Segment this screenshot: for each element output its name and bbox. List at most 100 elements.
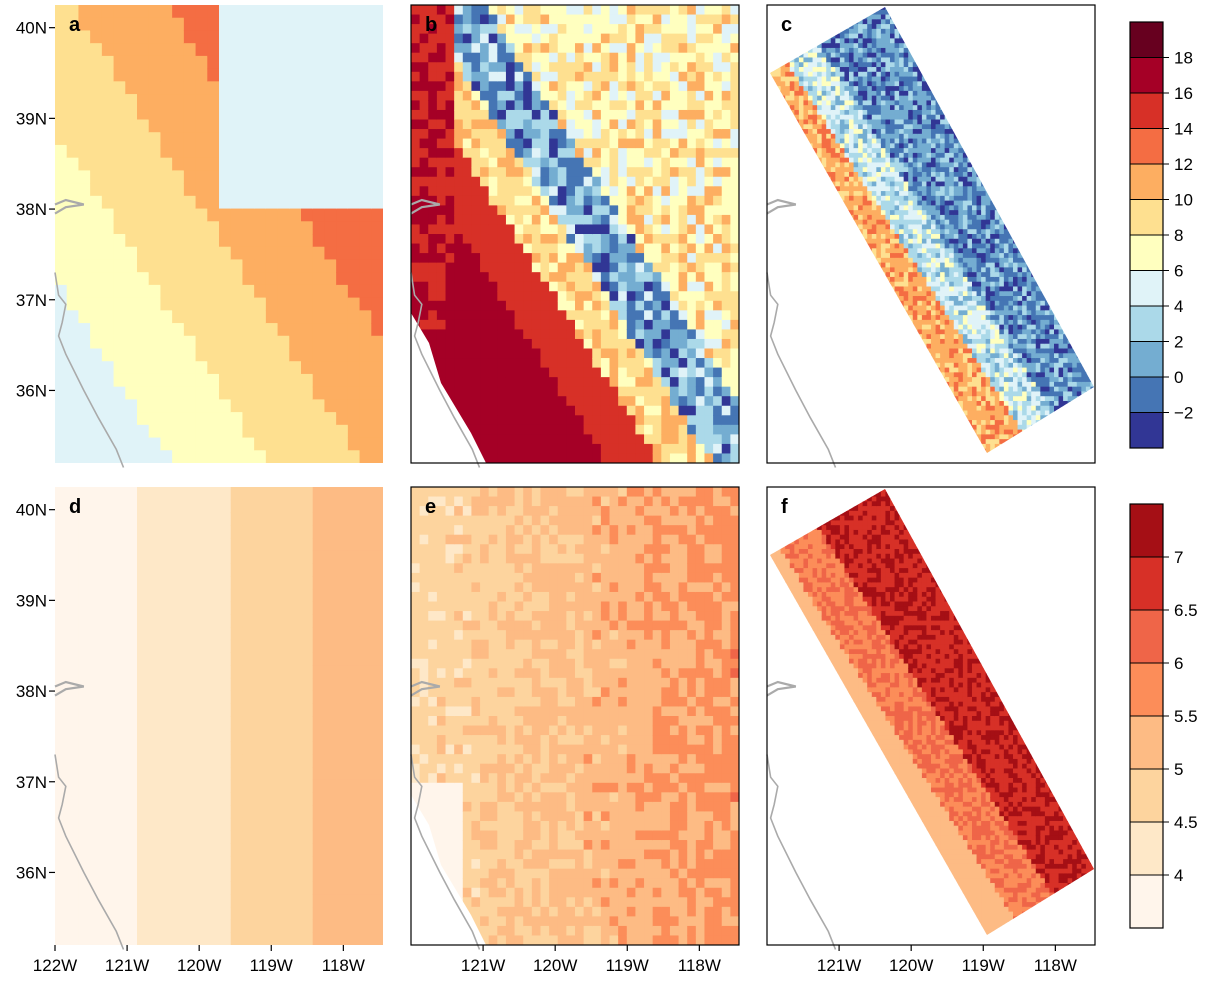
heatmap-cell bbox=[359, 386, 372, 400]
heatmap-cell bbox=[183, 5, 197, 19]
heatmap-cell bbox=[557, 234, 567, 245]
heatmap-cell bbox=[411, 272, 421, 283]
heatmap-cell bbox=[812, 43, 818, 49]
heatmap-cell bbox=[844, 291, 850, 297]
heatmap-cell bbox=[583, 148, 593, 159]
heatmap-cell bbox=[789, 57, 795, 63]
heatmap-cell bbox=[776, 443, 782, 450]
heatmap-cell bbox=[644, 176, 654, 187]
heatmap-cell bbox=[609, 234, 619, 245]
heatmap-cell bbox=[505, 300, 516, 311]
heatmap-cell bbox=[867, 86, 873, 92]
heatmap-cell bbox=[826, 315, 832, 321]
heatmap-cell bbox=[505, 396, 516, 407]
heatmap-cell bbox=[826, 9, 832, 16]
heatmap-cell bbox=[566, 138, 576, 149]
heatmap-cell bbox=[566, 348, 576, 359]
heatmap-cell bbox=[549, 396, 559, 407]
heatmap-cell bbox=[858, 152, 864, 159]
heatmap-cell bbox=[794, 191, 800, 197]
heatmap-cell bbox=[785, 415, 791, 421]
heatmap-cell bbox=[101, 5, 115, 19]
heatmap-cell bbox=[839, 262, 846, 268]
heatmap-cell bbox=[618, 43, 628, 54]
heatmap-cell bbox=[771, 358, 777, 364]
heatmap-cell bbox=[101, 272, 115, 286]
heatmap-cell bbox=[557, 214, 567, 226]
heatmap-cell bbox=[867, 109, 873, 116]
heatmap-cell bbox=[411, 100, 421, 111]
heatmap-cell bbox=[609, 253, 619, 264]
heatmap-cell bbox=[90, 119, 103, 133]
heatmap-cell bbox=[770, 129, 773, 135]
heatmap-cell bbox=[436, 367, 447, 378]
heatmap-cell bbox=[770, 310, 773, 316]
heatmap-cell bbox=[853, 348, 859, 354]
heatmap-cell bbox=[853, 129, 859, 135]
heatmap-cell bbox=[835, 367, 841, 373]
heatmap-cell bbox=[794, 348, 800, 354]
heatmap-cell bbox=[480, 138, 490, 149]
heatmap-cell bbox=[817, 105, 823, 111]
heatmap-cell bbox=[312, 272, 326, 286]
heatmap-cell bbox=[839, 105, 846, 111]
heatmap-cell bbox=[826, 148, 832, 154]
heatmap-cell bbox=[785, 238, 791, 245]
heatmap-cell bbox=[808, 443, 814, 450]
heatmap-cell bbox=[324, 412, 337, 426]
heatmap-cell bbox=[347, 348, 361, 362]
heatmap-cell bbox=[830, 57, 836, 63]
heatmap-cell bbox=[835, 315, 841, 321]
heatmap-cell bbox=[817, 133, 823, 140]
heatmap-cell bbox=[730, 443, 739, 455]
heatmap-cell bbox=[669, 109, 680, 121]
heatmap-cell bbox=[207, 246, 220, 261]
heatmap-cell bbox=[347, 310, 361, 324]
heatmap-cell bbox=[853, 148, 859, 154]
heatmap-cell bbox=[862, 181, 868, 187]
heatmap-cell bbox=[853, 76, 859, 82]
heatmap-cell bbox=[821, 234, 827, 240]
heatmap-cell bbox=[661, 148, 671, 159]
heatmap-cell bbox=[849, 305, 855, 311]
heatmap-cell bbox=[678, 377, 688, 388]
heatmap-cell bbox=[428, 253, 438, 264]
heatmap-cell bbox=[849, 443, 855, 450]
heatmap-cell bbox=[301, 30, 314, 44]
heatmap-cell bbox=[125, 68, 138, 82]
heatmap-cell bbox=[687, 119, 697, 130]
heatmap-cell bbox=[514, 243, 524, 254]
heatmap-cell bbox=[137, 323, 150, 337]
heatmap-cell bbox=[436, 186, 447, 197]
heatmap-cell bbox=[618, 253, 628, 264]
heatmap-cell bbox=[566, 43, 576, 54]
heatmap-cell bbox=[812, 305, 818, 311]
heatmap-cell bbox=[849, 95, 855, 102]
heatmap-cell bbox=[826, 167, 832, 173]
heatmap-cell bbox=[853, 296, 859, 302]
heatmap-cell bbox=[66, 272, 80, 286]
heatmap-cell bbox=[770, 262, 773, 268]
heatmap-cell bbox=[66, 68, 80, 82]
heatmap-cell bbox=[514, 262, 524, 273]
heatmap-cell bbox=[652, 329, 662, 340]
heatmap-cell bbox=[704, 310, 714, 321]
heatmap-cell bbox=[844, 214, 850, 221]
heatmap-cell bbox=[858, 62, 864, 68]
heatmap-cell bbox=[301, 43, 314, 57]
heatmap-cell bbox=[301, 348, 314, 362]
heatmap-cell bbox=[497, 186, 507, 197]
heatmap-cell bbox=[183, 297, 197, 311]
heatmap-cell bbox=[770, 443, 773, 450]
heatmap-cell bbox=[669, 195, 680, 206]
heatmap-cell bbox=[160, 412, 173, 426]
heatmap-cell bbox=[445, 5, 455, 16]
heatmap-cell bbox=[789, 124, 795, 130]
heatmap-cell bbox=[858, 238, 864, 245]
heatmap-cell bbox=[635, 358, 645, 369]
heatmap-cell bbox=[531, 62, 542, 73]
heatmap-cell bbox=[195, 399, 208, 413]
heatmap-cell bbox=[830, 109, 836, 116]
heatmap-cell bbox=[549, 138, 559, 149]
heatmap-cell bbox=[254, 361, 267, 375]
